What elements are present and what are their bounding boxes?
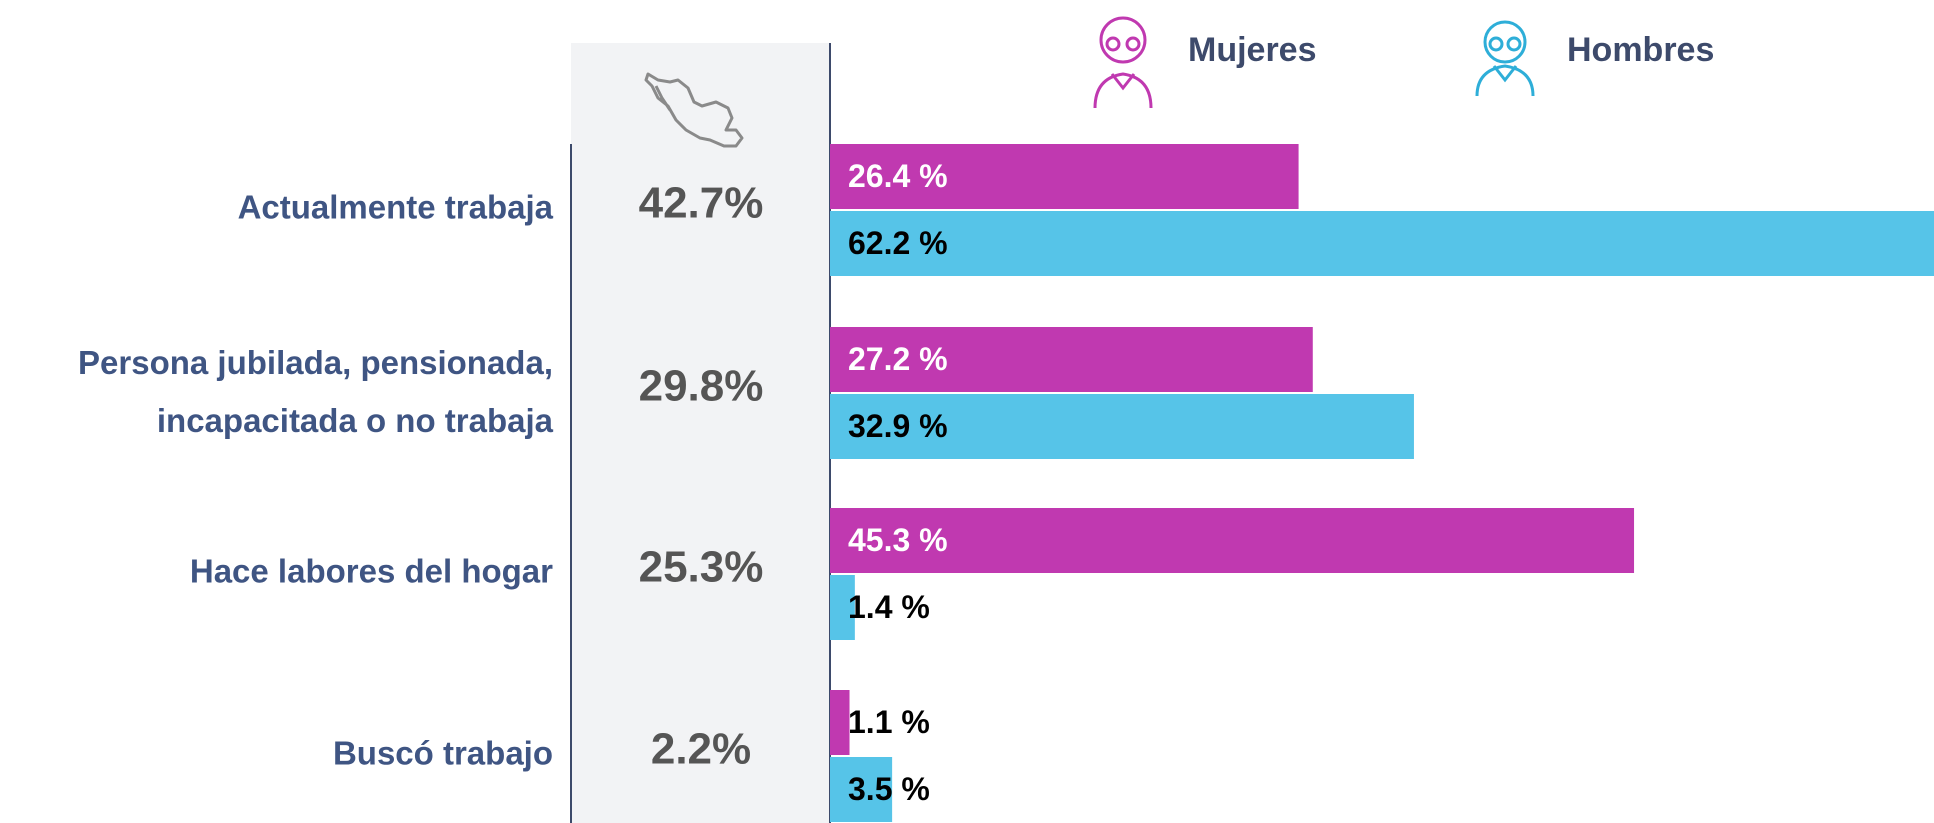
- bar: [830, 144, 1299, 209]
- bar: [830, 690, 850, 755]
- bar: [830, 508, 1635, 573]
- value-label: 45.3 %: [848, 522, 948, 558]
- national-total: 2.2%: [651, 725, 751, 774]
- category-label: Actualmente trabaja: [238, 189, 554, 226]
- legend-label: Mujeres: [1188, 31, 1317, 69]
- national-total: 25.3%: [639, 543, 764, 592]
- value-label: 32.9 %: [848, 408, 948, 444]
- category-label: Buscó trabajo: [333, 735, 553, 772]
- value-label: 27.2 %: [848, 341, 948, 377]
- category-label: Persona jubilada, pensionada, incapacitad…: [78, 344, 554, 439]
- value-label: 3.5 %: [848, 771, 930, 807]
- legend-icon-women: [1093, 16, 1153, 109]
- value-label: 26.4 %: [848, 158, 948, 194]
- national-total: 42.7%: [639, 179, 764, 228]
- category-label: Hace labores del hogar: [190, 553, 553, 590]
- legend-label: Hombres: [1567, 31, 1714, 69]
- national-total: 29.8%: [639, 362, 764, 411]
- value-label: 62.2 %: [848, 225, 948, 261]
- bar: [830, 757, 893, 822]
- mexico-icon: [644, 72, 744, 148]
- totals-column: [571, 43, 830, 823]
- bar: [830, 211, 1934, 276]
- bar: [830, 575, 855, 640]
- value-label: 1.4 %: [848, 589, 930, 625]
- bar: [830, 327, 1313, 392]
- bar: [830, 394, 1414, 459]
- legend-icon-men: [1475, 20, 1535, 97]
- value-label: 1.1 %: [848, 704, 930, 740]
